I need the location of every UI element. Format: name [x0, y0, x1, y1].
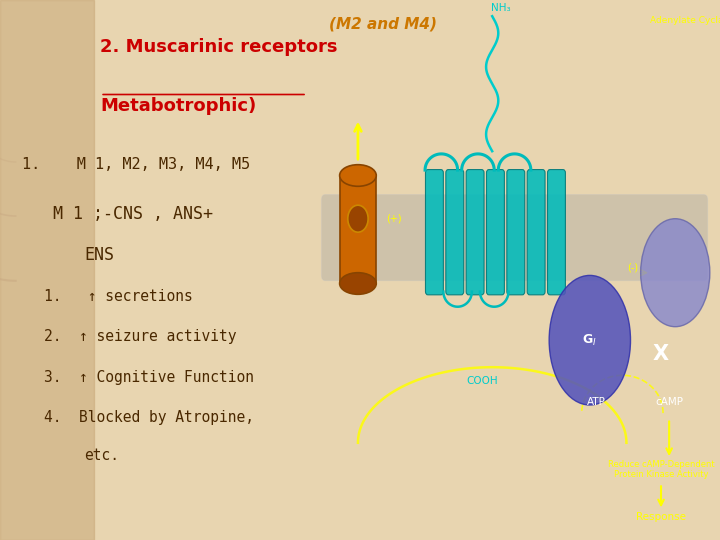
Text: 4.  Blocked by Atropine,: 4. Blocked by Atropine, [44, 410, 254, 426]
Ellipse shape [340, 273, 377, 294]
FancyBboxPatch shape [426, 170, 444, 295]
Text: Reduce cAMP-Dependent
Protein Kinase Activity: Reduce cAMP-Dependent Protein Kinase Act… [608, 460, 714, 480]
Ellipse shape [340, 165, 377, 186]
Text: 1.    M 1, M2, M3, M4, M5: 1. M 1, M2, M3, M4, M5 [22, 157, 250, 172]
Text: (M2 and M4): (M2 and M4) [330, 16, 438, 31]
Text: K⁺: K⁺ [362, 201, 378, 214]
Text: ATP: ATP [587, 397, 606, 407]
Text: (-): (-) [627, 262, 638, 272]
FancyBboxPatch shape [487, 170, 505, 295]
Text: etc.: etc. [84, 448, 120, 463]
Text: G$_I$: G$_I$ [582, 333, 597, 348]
Ellipse shape [549, 275, 631, 405]
Text: 2.  ↑ seizure activity: 2. ↑ seizure activity [44, 329, 236, 345]
FancyBboxPatch shape [547, 170, 565, 295]
Text: Metabotrophic): Metabotrophic) [100, 97, 256, 115]
Bar [340, 176, 377, 284]
Text: X: X [653, 343, 669, 364]
FancyBboxPatch shape [446, 170, 464, 295]
Text: cAMP: cAMP [655, 397, 683, 407]
Text: 3.  ↑ Cognitive Function: 3. ↑ Cognitive Function [44, 370, 254, 385]
Text: 2. Muscarinic receptors: 2. Muscarinic receptors [100, 38, 338, 56]
FancyBboxPatch shape [507, 170, 525, 295]
Text: Response: Response [636, 512, 686, 522]
Text: 1.   ↑ secretions: 1. ↑ secretions [44, 289, 192, 304]
Text: (+): (+) [387, 214, 402, 224]
Text: COOH: COOH [467, 376, 498, 386]
Text: Adenylate Cyclase: Adenylate Cyclase [649, 16, 720, 25]
Ellipse shape [348, 205, 368, 232]
Text: NH₃: NH₃ [490, 3, 510, 13]
Bar [0, 0, 94, 540]
FancyBboxPatch shape [527, 170, 545, 295]
Ellipse shape [641, 219, 710, 327]
Text: ENS: ENS [84, 246, 114, 264]
FancyBboxPatch shape [466, 170, 484, 295]
Text: M 1 ;-CNS , ANS+: M 1 ;-CNS , ANS+ [53, 205, 213, 223]
FancyBboxPatch shape [321, 194, 708, 281]
